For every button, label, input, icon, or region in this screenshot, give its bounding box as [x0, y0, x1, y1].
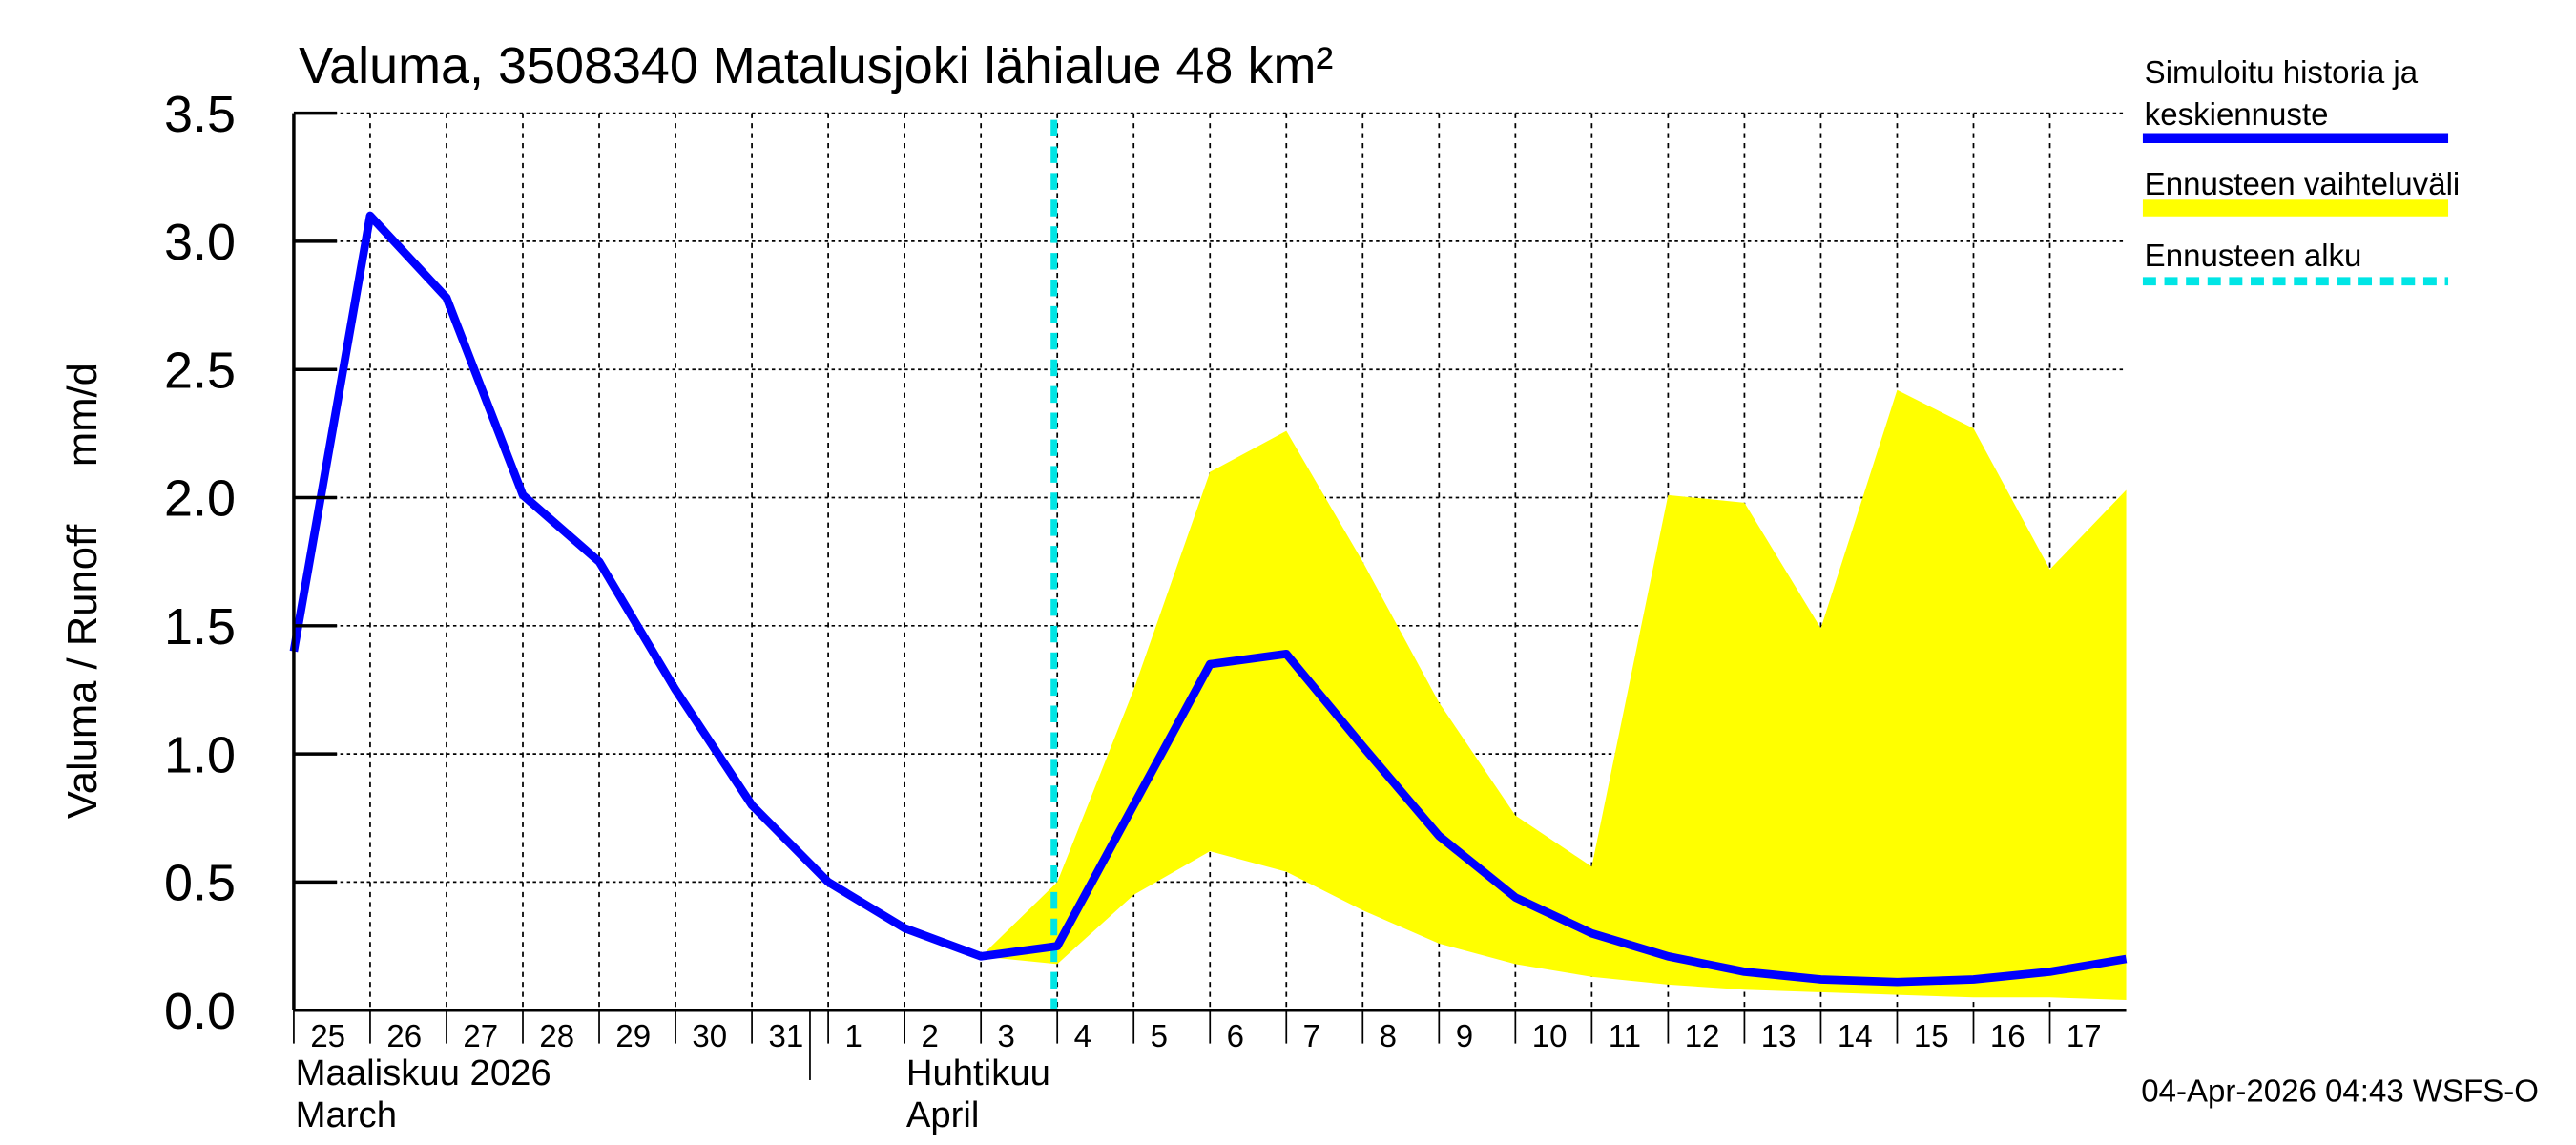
x-tick-label: 10 [1532, 1019, 1568, 1054]
x-tick-label: 7 [1303, 1019, 1320, 1054]
x-tick-label: 1 [845, 1019, 862, 1054]
x-tick-label: 12 [1685, 1019, 1720, 1054]
series-lines [289, 119, 2128, 1010]
x-tick-label: 16 [1990, 1019, 2025, 1054]
x-tick-label: 25 [310, 1019, 345, 1054]
legend-label: Simuloitu historia ja [2145, 55, 2419, 91]
month-label: Maaliskuu 2026 [296, 1052, 551, 1093]
x-tick-label: 5 [1151, 1019, 1168, 1054]
x-tick-label: 14 [1838, 1019, 1873, 1054]
y-tick-label: 2.5 [164, 342, 236, 399]
x-tick-label: 9 [1456, 1019, 1473, 1054]
month-label-en: March [296, 1094, 397, 1135]
forecast-range-band [981, 389, 2127, 1000]
y-tick-label: 3.5 [164, 86, 236, 143]
y-tick-label: 1.5 [164, 598, 236, 656]
y-tick-label: 2.0 [164, 470, 236, 528]
x-tick-label: 4 [1074, 1019, 1091, 1054]
x-tick-label: 6 [1227, 1019, 1244, 1054]
x-tick-label: 27 [463, 1019, 498, 1054]
forecast-band [981, 389, 2127, 1000]
legend-label: keskiennuste [2145, 97, 2329, 133]
x-tick-label: 8 [1380, 1019, 1397, 1054]
x-tick-label: 30 [692, 1019, 727, 1054]
x-tick-label: 2 [922, 1019, 939, 1054]
footer-timestamp: 04-Apr-2026 04:43 WSFS-O [2141, 1074, 2539, 1110]
x-tick-label: 13 [1761, 1019, 1797, 1054]
legend-swatch-band [2142, 199, 2449, 217]
y-tick-label: 0.0 [164, 983, 236, 1040]
x-tick-label: 15 [1914, 1019, 1949, 1054]
x-tick-label: 17 [2067, 1019, 2102, 1054]
x-tick-label: 3 [998, 1019, 1015, 1054]
y-tick-label: 0.5 [164, 855, 236, 912]
axes: 0.00.51.01.52.02.53.03.525 26 27 28 29 30 31 1 2… [164, 86, 2127, 1135]
legend: Simuloitu historia ja keskiennuste Ennuste… [2142, 55, 2461, 286]
x-tick-label: 28 [539, 1019, 574, 1054]
month-label-en: April [906, 1094, 980, 1135]
x-tick-label: 31 [768, 1019, 803, 1054]
legend-label: Ennusteen vaihteluväli [2145, 167, 2461, 202]
y-tick-label: 3.0 [164, 214, 236, 271]
x-tick-label: 11 [1609, 1019, 1641, 1054]
x-tick-label: 26 [386, 1019, 422, 1054]
y-tick-label: 1.0 [164, 726, 236, 783]
legend-label: Ennusteen alku [2145, 239, 2362, 274]
chart-title: Valuma, 3508340 Matalusjoki lähialue 48 … [299, 37, 1333, 94]
x-tick-label: 29 [615, 1019, 651, 1054]
month-label: Huhtikuu [906, 1052, 1050, 1093]
y-axis-label: Valuma / Runoff mm/d [60, 363, 106, 819]
